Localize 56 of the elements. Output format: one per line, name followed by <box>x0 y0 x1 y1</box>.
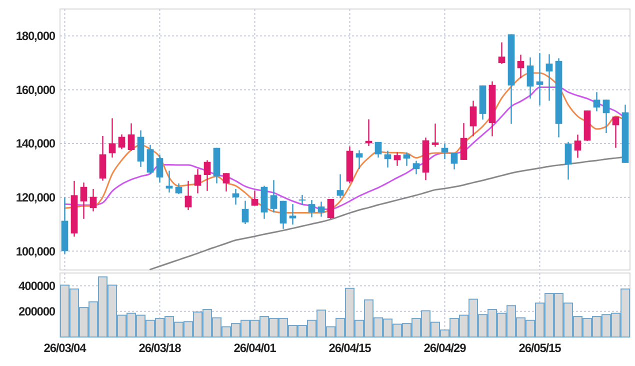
candlestick <box>460 122 468 161</box>
candlestick <box>270 180 278 214</box>
y-tick-label: 160,000 <box>16 82 56 97</box>
candlestick <box>118 134 126 150</box>
candlestick <box>574 134 582 158</box>
y-tick-label: 120,000 <box>16 190 56 205</box>
candlestick <box>251 190 258 206</box>
x-tick-label: 26/03/18 <box>138 341 182 355</box>
candlestick <box>432 123 439 148</box>
x-tick-label: 26/04/15 <box>328 341 372 355</box>
candlestick <box>336 174 344 199</box>
candlestick <box>194 168 202 194</box>
candlestick <box>232 188 240 206</box>
candlestick <box>184 180 192 211</box>
candlestick <box>242 200 249 225</box>
y-tick-label: 140,000 <box>16 136 56 151</box>
candlestick <box>128 122 135 152</box>
x-tick-label: 26/04/29 <box>424 341 467 355</box>
candlestick <box>204 160 211 192</box>
candlestick <box>450 152 458 170</box>
candlestick <box>308 199 316 218</box>
candlestick <box>280 200 287 230</box>
candlestick <box>441 142 448 160</box>
y-tick-label: 180,000 <box>16 29 56 44</box>
candlestick <box>374 141 382 158</box>
candlestick <box>365 118 372 147</box>
candlestick <box>146 144 154 175</box>
candlestick <box>602 99 610 134</box>
candlestick <box>108 118 116 158</box>
candlestick <box>470 100 477 137</box>
candlestick <box>526 56 534 100</box>
candlestick <box>175 182 182 195</box>
candlestick <box>298 194 306 206</box>
candlestick <box>612 116 620 148</box>
candlestick <box>564 141 572 180</box>
candlestick <box>498 42 506 64</box>
y-tick-label: 100,000 <box>16 244 56 258</box>
candlestick <box>546 54 553 102</box>
y-tick-label: 400000 <box>18 279 56 293</box>
x-tick-label: 26/04/01 <box>234 341 277 355</box>
x-tick-label: 26/05/15 <box>518 341 562 355</box>
candlestick <box>394 152 401 166</box>
candlestick <box>356 150 363 170</box>
x-tick-label: 26/03/04 <box>44 341 87 355</box>
candlestick <box>536 52 544 106</box>
candlestick <box>156 154 164 184</box>
candlestick <box>327 198 334 220</box>
candlestick <box>517 54 524 79</box>
candlestick <box>80 182 88 220</box>
candlestick <box>289 203 296 226</box>
candlestick <box>412 160 420 175</box>
candlestick <box>318 201 325 218</box>
candlestick <box>90 188 97 212</box>
candlestick <box>593 92 600 112</box>
y-tick-label: 200000 <box>18 304 56 319</box>
candlestick <box>222 172 230 192</box>
